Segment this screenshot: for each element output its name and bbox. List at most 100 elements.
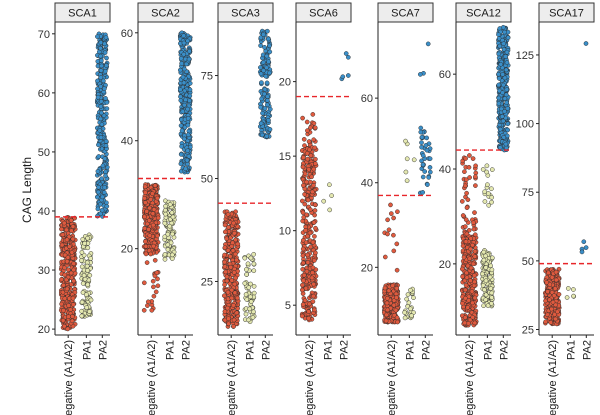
data-point: [181, 66, 187, 72]
data-point: [501, 134, 507, 140]
data-point: [248, 299, 254, 304]
data-point: [498, 61, 504, 67]
data-point: [187, 48, 192, 54]
data-point: [311, 258, 317, 263]
data-point: [262, 87, 268, 92]
data-point: [142, 214, 147, 220]
data-point: [103, 35, 109, 40]
data-point: [63, 277, 69, 283]
data-point: [505, 121, 511, 127]
data-point: [420, 153, 426, 158]
data-point: [59, 242, 65, 248]
x-category-label: Negative (A1/A2): [304, 340, 316, 415]
data-point: [394, 241, 400, 247]
data-point: [305, 252, 311, 258]
panel-title: SCA7: [391, 8, 420, 20]
y-tick-label: 50: [201, 174, 213, 186]
data-point: [231, 317, 237, 323]
strip-header: [217, 2, 274, 23]
data-point: [305, 156, 310, 162]
data-point: [310, 189, 315, 195]
data-point: [98, 75, 104, 80]
data-point: [262, 91, 267, 97]
data-point: [489, 186, 494, 192]
data-point: [564, 295, 570, 300]
data-point: [471, 220, 476, 226]
data-point: [263, 73, 269, 79]
data-point: [258, 120, 264, 126]
data-point: [95, 189, 101, 195]
data-point: [162, 252, 168, 257]
data-point: [61, 282, 66, 288]
data-point: [155, 215, 161, 221]
data-point: [480, 282, 486, 288]
data-point: [68, 307, 73, 313]
data-point: [482, 189, 488, 195]
data-point: [313, 250, 318, 256]
data-point: [463, 282, 469, 288]
data-point: [583, 41, 589, 46]
data-point: [497, 126, 503, 132]
data-point: [460, 213, 466, 218]
data-point: [489, 295, 495, 300]
data-point: [181, 33, 187, 39]
data-point: [473, 163, 478, 169]
y-tick-label: 10: [279, 226, 291, 238]
panel-sca7: SCA7 20 40 60 Negative (A1/A2) PA1 PA2: [361, 2, 434, 415]
data-point: [186, 56, 192, 62]
data-point: [299, 313, 305, 319]
data-point: [95, 78, 100, 84]
data-point: [480, 271, 485, 277]
data-point: [388, 211, 394, 216]
points: [459, 24, 511, 328]
data-point: [340, 74, 346, 80]
data-point: [489, 301, 494, 306]
data-point: [233, 251, 238, 257]
data-point: [99, 122, 105, 127]
data-point: [70, 295, 76, 301]
data-point: [80, 236, 86, 242]
data-point: [321, 198, 327, 204]
data-point: [184, 61, 189, 67]
data-point: [62, 296, 68, 301]
data-point: [464, 205, 470, 211]
data-point: [483, 265, 489, 270]
data-point: [103, 143, 109, 148]
data-point: [469, 288, 475, 294]
data-point: [71, 261, 76, 266]
data-point: [222, 229, 228, 235]
y-tick-label: 60: [361, 93, 373, 105]
data-point: [462, 287, 468, 293]
data-point: [88, 297, 94, 303]
data-point: [471, 273, 477, 278]
data-point: [247, 306, 253, 312]
data-point: [311, 307, 317, 313]
y-tick-label: 75: [522, 187, 534, 199]
y-tick-label: 40: [361, 178, 373, 190]
data-point: [155, 283, 161, 289]
x-category-label: PA1: [565, 340, 577, 360]
data-point: [498, 106, 504, 112]
data-point: [262, 106, 268, 111]
data-point: [311, 166, 317, 172]
data-point: [300, 210, 306, 216]
data-point: [70, 302, 76, 307]
data-point: [313, 225, 318, 231]
data-point: [178, 94, 183, 100]
y-tick-label: 40: [439, 164, 451, 176]
data-point: [103, 173, 108, 179]
data-point: [178, 56, 184, 61]
data-point: [472, 232, 478, 238]
data-point: [95, 206, 101, 212]
data-point: [151, 207, 157, 212]
data-point: [301, 278, 306, 284]
data-point: [489, 167, 495, 172]
x-category-label: Negative (A1/A2): [464, 340, 476, 415]
y-tick-label: 40: [38, 206, 50, 218]
data-point: [548, 320, 554, 325]
data-point: [267, 49, 273, 55]
data-point: [143, 251, 149, 257]
data-point: [145, 303, 150, 308]
y-tick-label: 60: [439, 69, 451, 81]
data-point: [423, 143, 429, 148]
